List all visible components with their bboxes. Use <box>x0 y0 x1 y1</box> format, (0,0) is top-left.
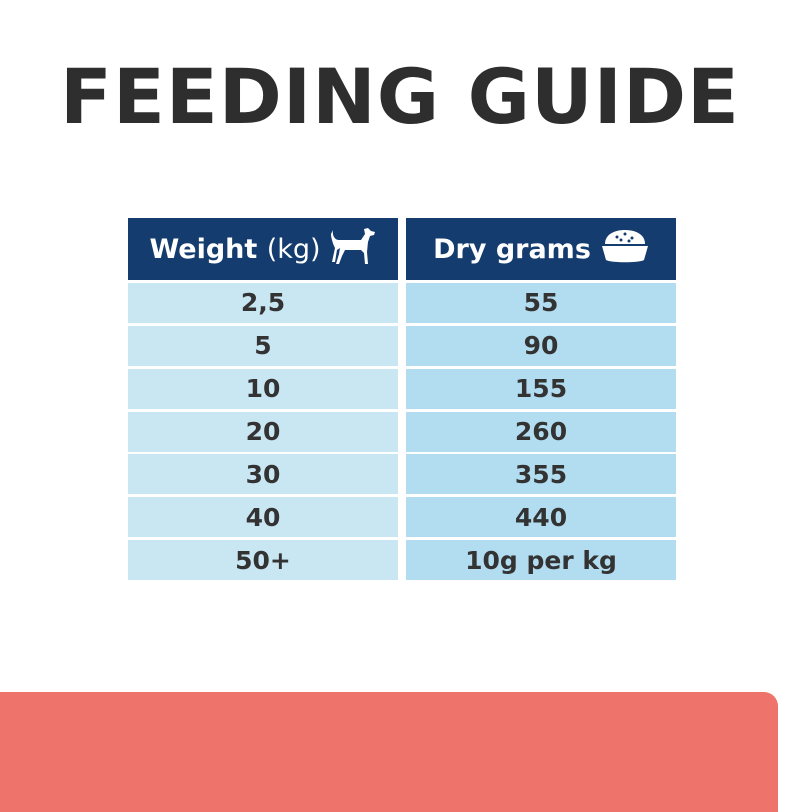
feeding-table: Weight (kg) Dry grams 2,5 55 5 90 10 155 20 260… <box>128 218 676 581</box>
table-row: 40 440 <box>128 497 676 538</box>
header-weight-label: Weight <box>149 233 258 265</box>
table-row: 20 260 <box>128 411 676 452</box>
weight-cell: 40 <box>128 497 398 538</box>
table-row: 30 355 <box>128 454 676 495</box>
dry-grams-cell: 155 <box>406 368 676 409</box>
header-weight: Weight (kg) <box>128 218 398 280</box>
dry-grams-cell: 10g per kg <box>406 540 676 581</box>
weight-cell: 5 <box>128 325 398 366</box>
page-title: FEEDING GUIDE <box>60 52 740 141</box>
decorative-band <box>0 692 778 812</box>
table-row: 2,5 55 <box>128 282 676 323</box>
header-dry-grams-label: Dry grams <box>433 233 591 265</box>
dry-grams-cell: 55 <box>406 282 676 323</box>
dry-grams-cell: 90 <box>406 325 676 366</box>
table-row: 5 90 <box>128 325 676 366</box>
header-weight-unit: (kg) <box>266 233 321 265</box>
table-row: 50+ 10g per kg <box>128 540 676 581</box>
weight-cell: 30 <box>128 454 398 495</box>
dry-grams-cell: 440 <box>406 497 676 538</box>
header-dry-grams: Dry grams <box>406 218 676 280</box>
table-row: 10 155 <box>128 368 676 409</box>
dry-grams-cell: 355 <box>406 454 676 495</box>
dog-icon <box>330 226 377 273</box>
weight-cell: 2,5 <box>128 282 398 323</box>
dry-grams-cell: 260 <box>406 411 676 452</box>
weight-cell: 10 <box>128 368 398 409</box>
weight-cell: 50+ <box>128 540 398 581</box>
weight-cell: 20 <box>128 411 398 452</box>
table-header: Weight (kg) Dry grams <box>128 218 676 280</box>
food-bowl-icon <box>601 228 649 271</box>
